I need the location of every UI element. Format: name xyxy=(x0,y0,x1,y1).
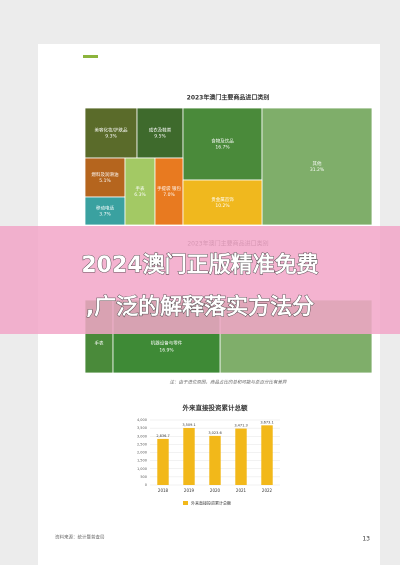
x-tick-label: 2022 xyxy=(262,488,273,493)
cell-share: 10.2% xyxy=(215,203,230,209)
y-tick-label: 4,000 xyxy=(137,418,147,422)
bar xyxy=(261,425,273,485)
data-label: 2,836.7 xyxy=(156,434,169,438)
cell-label: 其他 xyxy=(313,160,322,167)
cell-share: 7.0% xyxy=(163,192,175,198)
cell-share: 5.1% xyxy=(99,178,111,184)
source: 资料来源：统计暨普查局 xyxy=(55,534,105,541)
cell-share: 3.7% xyxy=(99,212,111,218)
treemap-title: 2023年澳门主要商品进口类别 xyxy=(187,94,270,102)
page-number: 13 xyxy=(362,536,370,543)
cell-share: 31.2% xyxy=(310,167,325,173)
cell-label: 食物及饮品 xyxy=(211,138,234,145)
y-tick-label: 0 xyxy=(145,483,147,487)
note: 注：由于进位原因，商品占比的总和可能与总百分比有差异 xyxy=(170,380,287,386)
treemap-cell xyxy=(84,196,126,226)
header-mark xyxy=(83,55,98,58)
cell-share: 9.3% xyxy=(105,134,117,140)
y-tick-label: 2,000 xyxy=(137,451,147,455)
data-label: 3,023.6 xyxy=(208,431,221,435)
legend-swatch xyxy=(183,501,188,505)
cell-label: 燃料及润滑油 xyxy=(92,171,119,178)
y-tick-label: 1,500 xyxy=(137,459,147,463)
treemap-cell xyxy=(182,107,263,181)
cell-label: 机器设备与零件 xyxy=(151,340,183,347)
treemap-cell xyxy=(154,157,184,226)
cell-label: 手表 xyxy=(95,340,104,347)
y-tick-label: 2,500 xyxy=(137,442,147,446)
x-tick-label: 2021 xyxy=(236,488,247,493)
cell-share: 6.3% xyxy=(134,192,146,198)
cell-label: 移动电话 xyxy=(96,205,114,212)
cell-share: 9.5% xyxy=(154,134,166,140)
y-tick-label: 3,500 xyxy=(137,426,147,430)
y-tick-label: 500 xyxy=(140,475,147,479)
y-tick-label: 3,000 xyxy=(137,434,147,438)
x-tick-label: 2018 xyxy=(158,488,169,493)
data-label: 3,471.3 xyxy=(234,424,247,428)
banner-line: 2024澳门正版精准免费 xyxy=(81,252,318,278)
x-tick-label: 2020 xyxy=(210,488,221,493)
data-label: 3,509.1 xyxy=(182,423,195,427)
bar xyxy=(183,427,195,485)
treemap-cell xyxy=(182,179,263,226)
treemap-cell xyxy=(84,107,138,159)
cell-label: 成衣及鞋类 xyxy=(149,127,172,134)
y-tick-label: 1,000 xyxy=(137,467,147,471)
treemap-cell xyxy=(261,107,373,226)
banner-band xyxy=(0,226,400,334)
x-tick-label: 2019 xyxy=(184,488,195,493)
cell-share: 16.9% xyxy=(159,348,174,354)
legend-label: 外来直接投资累计总额 xyxy=(191,500,231,506)
chart-title: 外来直接投资累计总额 xyxy=(183,403,249,412)
cell-label: 美容化妆/护肤品 xyxy=(94,127,128,134)
bar xyxy=(157,438,169,485)
bar xyxy=(235,428,247,485)
cell-label: 手提袋 银包 xyxy=(157,185,181,192)
bar xyxy=(209,435,221,485)
cell-label: 贵金属首饰 xyxy=(211,196,234,203)
cell-label: 手表 xyxy=(136,185,145,192)
treemap-cell xyxy=(136,107,184,159)
data-label: 3,673.1 xyxy=(260,420,273,424)
cell-share: 16.7% xyxy=(215,145,230,151)
banner-line: ,广泛的解释落实方法分 xyxy=(86,294,314,320)
